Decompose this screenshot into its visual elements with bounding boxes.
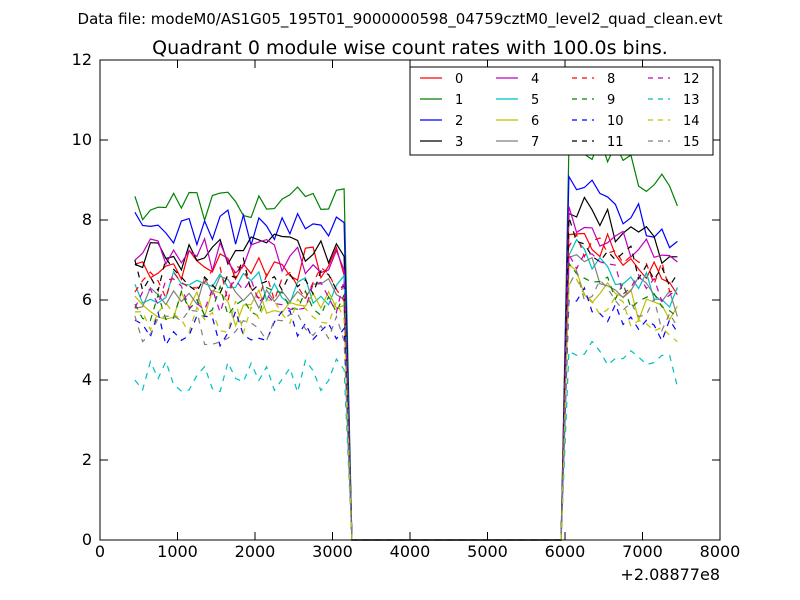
y-tick-label-6: 12 [72, 50, 92, 69]
x-tick-label-3: 3000 [312, 542, 353, 561]
y-tick-label-3: 6 [82, 290, 92, 309]
series-line-10 [134, 286, 678, 541]
chart-suptitle: Data file: modeM0/AS1G05_195T01_90000005… [78, 10, 723, 29]
x-tick-label-7: 7000 [622, 542, 663, 561]
x-tick-label-0: 0 [95, 542, 105, 561]
x-tick-label-1: 1000 [157, 542, 198, 561]
legend-label-13: 13 [683, 93, 700, 108]
y-tick-label-5: 10 [72, 130, 92, 149]
ticks-layer: 0 1000 2000 3000 4000 5000 6000 7000 80000246810… [72, 50, 741, 561]
legend-label-1: 1 [455, 93, 463, 108]
legend-label-4: 4 [531, 72, 539, 87]
y-tick-label-1: 2 [82, 450, 92, 469]
x-tick-label-2: 2000 [235, 542, 276, 561]
legend-label-8: 8 [607, 72, 615, 87]
x-tick-label-5: 5000 [467, 542, 508, 561]
x-tick-label-6: 6000 [545, 542, 586, 561]
legend-label-10: 10 [607, 114, 624, 129]
legend-label-2: 2 [455, 114, 463, 129]
legend-label-11: 11 [607, 135, 624, 150]
legend-label-0: 0 [455, 72, 463, 87]
y-tick-label-2: 4 [82, 370, 92, 389]
legend-label-6: 6 [531, 114, 539, 129]
x-tick-label-4: 4000 [390, 542, 431, 561]
legend-label-3: 3 [455, 135, 463, 150]
y-tick-label-4: 8 [82, 210, 92, 229]
legend-box [409, 66, 714, 156]
legend-label-15: 15 [683, 135, 700, 150]
x-offset-label: +2.08877e8 [620, 565, 720, 584]
legend-label-12: 12 [683, 72, 700, 87]
series-line-15 [134, 269, 678, 541]
chart-title: Quadrant 0 module wise count rates with … [152, 37, 668, 59]
series-line-11 [134, 217, 678, 541]
legend-label-7: 7 [531, 135, 539, 150]
legend-label-5: 5 [531, 93, 539, 108]
x-tick-label-8: 8000 [700, 542, 741, 561]
legend-label-14: 14 [683, 114, 700, 129]
legend-label-9: 9 [607, 93, 615, 108]
y-tick-label-0: 0 [82, 530, 92, 549]
